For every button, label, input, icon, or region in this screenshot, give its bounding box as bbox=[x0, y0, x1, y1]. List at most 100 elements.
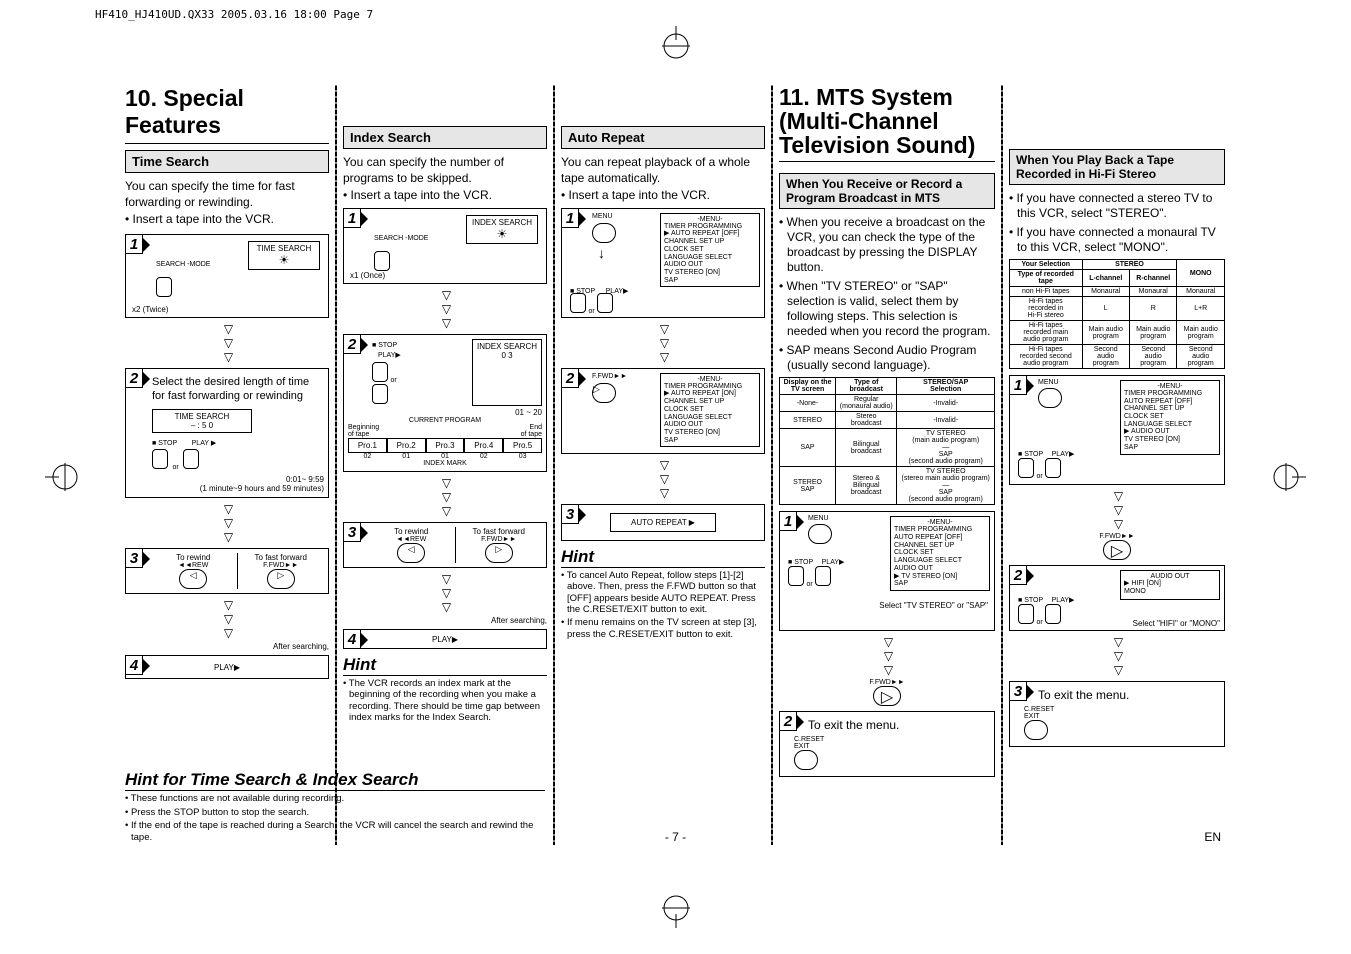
step-2: 2 bbox=[343, 334, 361, 354]
crop-mark-top bbox=[656, 26, 696, 66]
page-header: HF410_HJ410UD.QX33 2005.03.16 18:00 Page… bbox=[95, 8, 373, 21]
hint-b1: • These functions are not available duri… bbox=[125, 793, 545, 804]
menu-label: MENU bbox=[808, 515, 829, 522]
td: Hi-Fi tapes recorded in Hi-Fi stereo bbox=[1010, 297, 1083, 321]
beg-label: Beginning of tape bbox=[348, 424, 379, 438]
play-button bbox=[1045, 458, 1061, 478]
menu-title: -MENU- bbox=[664, 216, 756, 223]
rew-btn-label: ◄◄REW bbox=[150, 562, 237, 569]
td: -Invalid- bbox=[897, 412, 995, 429]
exit-text: To exit the menu. bbox=[1014, 688, 1220, 704]
down-arrows: ▽▽▽ bbox=[125, 598, 329, 640]
td: L+R bbox=[1177, 297, 1225, 321]
stop-label: ■ STOP bbox=[1018, 451, 1043, 458]
td: Hi-Fi tapes recorded main audio program bbox=[1010, 321, 1083, 345]
ffwd-button: ▷ bbox=[1103, 540, 1131, 560]
menu-items: TIMER PROGRAMMING ▶ AUTO REPEAT [OFF] CH… bbox=[664, 223, 756, 285]
down-arrows: ▽▽▽ bbox=[343, 572, 547, 614]
step-1: 1 bbox=[561, 208, 579, 228]
play-label: PLAY▶ bbox=[1052, 597, 1075, 604]
td: Monaural bbox=[1177, 287, 1225, 297]
creset-button bbox=[1024, 720, 1048, 740]
crop-mark-bottom bbox=[656, 888, 696, 928]
hint-b3: • If the end of the tape is reached duri… bbox=[125, 820, 545, 843]
down-arrows: ▽▽▽ bbox=[561, 322, 765, 364]
down-arrows: ▽▽▽ bbox=[125, 322, 329, 364]
menu-label: MENU bbox=[592, 213, 613, 220]
mark-cell: 02 bbox=[348, 453, 387, 460]
step-3: 3 bbox=[343, 522, 361, 542]
search-mode-button bbox=[156, 277, 172, 297]
play-label: PLAY▶ bbox=[822, 559, 845, 566]
time-search-heading: Time Search bbox=[125, 150, 329, 173]
down-arrows: ▽▽▽ bbox=[125, 502, 329, 544]
or-label: or bbox=[1037, 619, 1043, 626]
exit-text: To exit the menu. bbox=[784, 718, 990, 734]
down-arrows: ▽▽▽ bbox=[561, 458, 765, 500]
after-searching: After searching, bbox=[343, 616, 547, 625]
hint-b1: • To cancel Auto Repeat, follow steps [1… bbox=[561, 570, 765, 616]
crop-mark-left bbox=[45, 457, 85, 497]
or-label: or bbox=[173, 464, 179, 471]
th: Display on the TV screen bbox=[780, 378, 836, 395]
ffwd-button: ▷ bbox=[485, 543, 513, 563]
or-label: or bbox=[807, 581, 813, 588]
ffwd-button: ▷ bbox=[592, 383, 616, 403]
ffwd-label: F.FWD►► bbox=[1009, 533, 1225, 540]
search-mode-label: SEARCH -MODE bbox=[156, 261, 210, 268]
play-label: PLAY▶ bbox=[378, 352, 401, 359]
ffwd-button: ▷ bbox=[873, 686, 901, 706]
prog-cell: Pro.3 bbox=[426, 438, 465, 453]
td: -Invalid- bbox=[897, 395, 995, 412]
hifi-b1: • If you have connected a stereo TV to t… bbox=[1009, 191, 1225, 221]
time-search-insert: • Insert a tape into the VCR. bbox=[125, 212, 329, 228]
audio-title: AUDIO OUT bbox=[1124, 573, 1216, 580]
td: -None- bbox=[780, 395, 836, 412]
creset-label: C.RESET EXIT bbox=[784, 736, 990, 750]
td: Second audio program bbox=[1082, 345, 1129, 369]
x2-label: x2 (Twice) bbox=[132, 305, 168, 314]
stop-button bbox=[1018, 458, 1034, 478]
audio-items: ▶ HIFI [ON] MONO bbox=[1124, 580, 1216, 597]
hint-title: Hint bbox=[561, 547, 765, 568]
th: Your Selection bbox=[1010, 260, 1083, 270]
play-button bbox=[1045, 604, 1061, 624]
time-range: 0:01~ 9:59 (1 minute~9 hours and 59 minu… bbox=[152, 475, 324, 493]
rewind-label: To rewind bbox=[368, 527, 455, 536]
td: Second audio program bbox=[1129, 345, 1176, 369]
menu-title: -MENU- bbox=[1124, 383, 1216, 390]
mark-cell: 03 bbox=[503, 453, 542, 460]
step-4: 4 bbox=[125, 655, 143, 675]
step-3: 3 bbox=[125, 548, 143, 568]
td: TV STEREO (main audio program) — SAP (se… bbox=[897, 429, 995, 467]
stop-label: ■ STOP bbox=[152, 440, 177, 447]
x1-label: x1 (Once) bbox=[350, 271, 385, 280]
td: TV STEREO (stereo main audio program) — … bbox=[897, 467, 995, 505]
td: Monaural bbox=[1129, 287, 1176, 297]
play-label: PLAY▶ bbox=[1052, 451, 1075, 458]
menu-button bbox=[808, 524, 832, 544]
section-10-title: 10. Special Features bbox=[125, 85, 329, 139]
td: SAP bbox=[780, 429, 836, 467]
time-search-box-2: TIME SEARCH bbox=[156, 412, 248, 421]
hint-title: Hint bbox=[343, 655, 547, 676]
ffwd-btn-label: F.FWD►► bbox=[456, 536, 543, 543]
step-4: 4 bbox=[343, 629, 361, 649]
menu-label: MENU bbox=[1038, 379, 1059, 386]
ffwd-btn-label: F.FWD►► bbox=[238, 562, 325, 569]
mts-b1: • When you receive a broadcast on the VC… bbox=[779, 215, 995, 275]
hifi-heading: When You Play Back a Tape Recorded in Hi… bbox=[1009, 149, 1225, 185]
td: non Hi-Fi tapes bbox=[1010, 287, 1083, 297]
index-range: 01 ~ 20 bbox=[348, 408, 542, 417]
play-label-4: PLAY▶ bbox=[432, 635, 458, 644]
or-label: or bbox=[1037, 473, 1043, 480]
prog-cell: Pro.1 bbox=[348, 438, 387, 453]
th: L-channel bbox=[1082, 270, 1129, 287]
down-arrows: ▽▽▽ bbox=[779, 635, 995, 677]
stop-label: ■ STOP bbox=[788, 559, 813, 566]
after-searching: After searching, bbox=[125, 642, 329, 651]
play-button bbox=[597, 293, 613, 313]
stop-label: ■ STOP bbox=[372, 342, 397, 349]
page-number: - 7 - bbox=[665, 830, 686, 844]
step-3: 3 bbox=[1009, 681, 1027, 701]
